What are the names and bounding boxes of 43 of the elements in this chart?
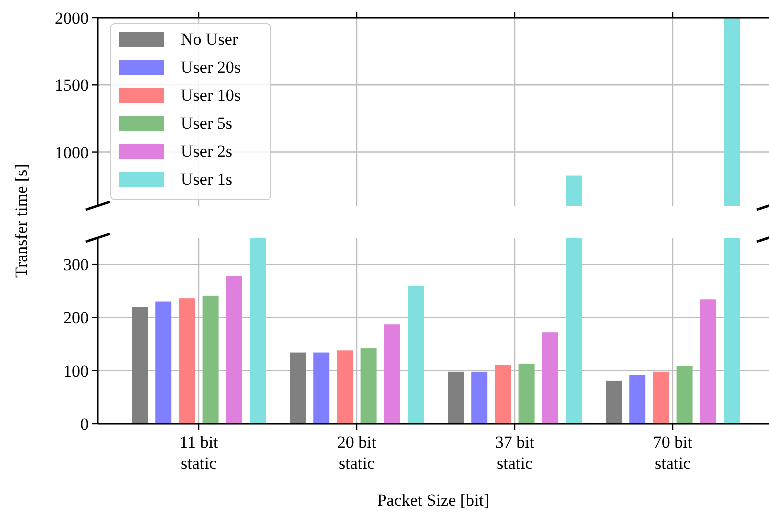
bar bbox=[384, 324, 400, 424]
bar bbox=[337, 350, 354, 424]
y-tick-label: 200 bbox=[64, 308, 89, 328]
bar bbox=[700, 300, 716, 424]
legend-label: User 5s bbox=[181, 114, 232, 133]
bar bbox=[518, 364, 535, 424]
bar bbox=[360, 348, 377, 424]
legend-label: User 20s bbox=[181, 58, 241, 77]
legend-label: User 1s bbox=[181, 170, 232, 189]
legend-label: No User bbox=[181, 30, 238, 49]
bar bbox=[472, 372, 488, 424]
legend-label: User 10s bbox=[181, 86, 241, 105]
y-axis-title: Transfer time [s] bbox=[12, 164, 31, 278]
bar bbox=[566, 238, 582, 424]
y-tick-label: 1500 bbox=[55, 76, 89, 96]
bar bbox=[448, 372, 464, 424]
legend-label: User 2s bbox=[181, 142, 232, 161]
x-tick-label: 70 bit static bbox=[653, 433, 693, 473]
bar bbox=[724, 238, 740, 424]
bar bbox=[314, 352, 330, 424]
bar bbox=[290, 352, 306, 424]
y-tick-label: 100 bbox=[64, 362, 89, 381]
bar bbox=[495, 365, 512, 424]
bar bbox=[226, 276, 242, 424]
bar bbox=[606, 380, 622, 424]
bar bbox=[179, 298, 196, 424]
y-tick-label: 2000 bbox=[55, 9, 89, 28]
bar bbox=[156, 302, 172, 424]
bar bbox=[250, 238, 266, 424]
bar bbox=[542, 332, 558, 424]
bar bbox=[202, 296, 219, 424]
x-axis-title: Packet Size [bit] bbox=[377, 491, 490, 510]
bar bbox=[676, 366, 693, 424]
x-tick-label: 11 bit static bbox=[180, 433, 219, 473]
y-tick-label: 300 bbox=[64, 256, 89, 275]
y-tick-label: 0 bbox=[80, 415, 89, 434]
bar bbox=[653, 372, 670, 424]
bar bbox=[132, 307, 148, 424]
bar bbox=[630, 375, 646, 424]
x-tick-label: 37 bit static bbox=[495, 433, 535, 473]
y-tick-label: 1000 bbox=[55, 143, 89, 162]
x-tick-label: 20 bit static bbox=[337, 433, 377, 473]
bar bbox=[408, 286, 424, 424]
